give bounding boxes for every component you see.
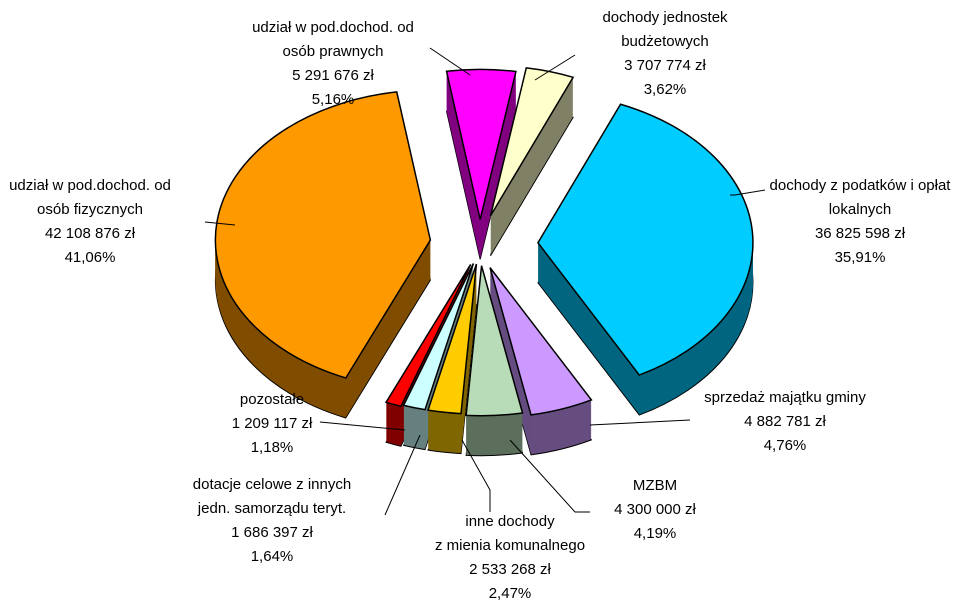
percentage-label: 5,16% [312,91,355,108]
slice-label: z mienia komunalnego [435,537,585,554]
slice-label: pozostałe [240,391,304,408]
value-label: 36 825 598 zł [815,225,906,242]
value-label: 1 209 117 zł [232,415,313,432]
leader-line [730,189,766,196]
percentage-label: 4,19% [634,525,677,542]
slice-label: udział w pod.dochod. od [252,19,414,36]
leader-line [384,434,421,516]
leader-line [461,439,491,512]
slice [427,263,478,415]
leader-line [319,421,406,431]
slice [214,91,432,379]
leader-line [589,419,691,426]
leader-line [534,54,576,81]
value-label: 1 686 397 zł [231,524,313,541]
slice [537,103,754,376]
slice-label: jedn. samorządu teryt. [197,500,346,517]
percentage-label: 1,64% [251,548,294,565]
percentage-label: 2,47% [489,585,532,600]
slice-label: dotacje celowe z innych [193,476,351,493]
value-label: 2 533 268 zł [469,561,551,578]
slice-label: dochody z podatków i opłat [770,177,952,194]
value-label: 4 300 000 zł [614,501,696,518]
leader-line [509,439,590,513]
slice-label: lokalnych [829,201,892,218]
slice [465,265,524,417]
value-label: 42 108 876 zł [45,225,136,242]
slice [445,68,517,220]
slice-label: MZBM [633,477,677,494]
slice-label: sprzedaż majątku gminy [704,389,866,406]
slice [402,263,475,411]
slice-label: osób prawnych [283,43,384,60]
value-label: 3 707 774 zł [624,57,706,74]
slice-label: osób fizycznych [37,201,143,218]
value-label: 4 882 781 zł [744,413,826,430]
slice-label: inne dochody [465,513,555,530]
slice-label: dochody jednostek [602,9,728,26]
leader-line [204,221,236,226]
slice-label: budżetowych [621,33,709,50]
slice [384,264,472,408]
value-label: 5 291 676 zł [292,67,374,84]
slice-label: udział w pod.dochod. od [9,177,171,194]
slice [489,67,575,217]
leader-line [429,47,471,76]
percentage-label: 35,91% [835,249,886,266]
slice [489,267,593,416]
percentage-label: 4,76% [764,437,807,454]
percentage-label: 3,62% [644,81,687,98]
percentage-label: 1,18% [251,439,294,456]
percentage-label: 41,06% [65,249,116,266]
